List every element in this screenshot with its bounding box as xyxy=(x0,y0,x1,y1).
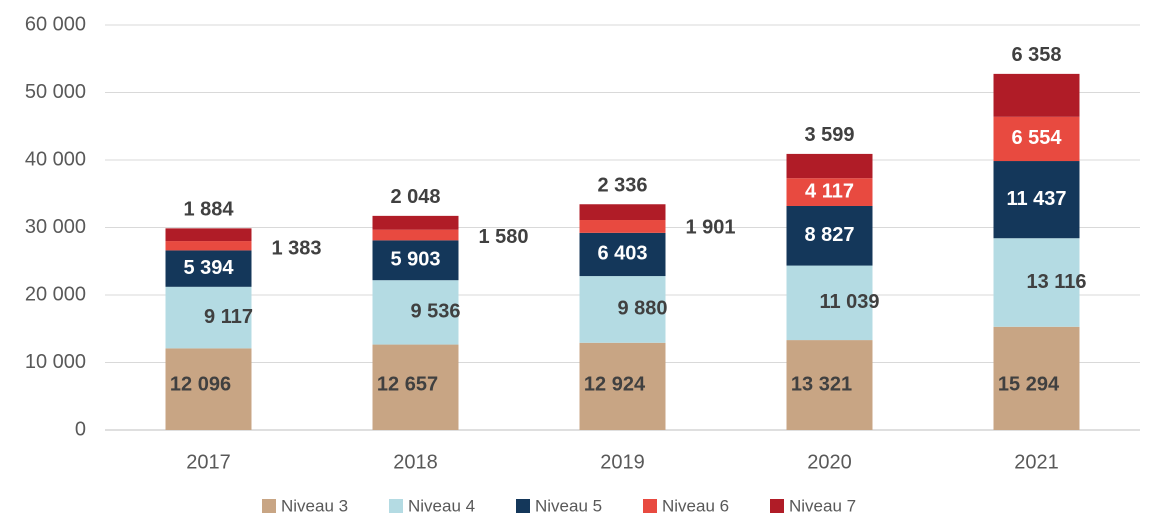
data-label: 9 536 xyxy=(410,301,460,323)
bar-segment xyxy=(372,240,459,281)
data-label: 13 116 xyxy=(1026,271,1086,293)
data-label: 2 336 xyxy=(597,175,647,197)
data-label: 8 827 xyxy=(804,224,854,246)
x-tick-label: 2018 xyxy=(393,451,438,473)
x-tick-label: 2021 xyxy=(1014,451,1059,473)
bar-segment xyxy=(786,265,873,341)
bar-segment xyxy=(372,280,459,345)
legend-label: Niveau 7 xyxy=(789,496,856,515)
bar-segment xyxy=(786,178,873,206)
bar-segment xyxy=(372,344,459,430)
bar-segment xyxy=(165,348,252,430)
bar-segment xyxy=(372,215,459,230)
legend-swatch xyxy=(262,499,276,513)
data-label: 5 903 xyxy=(390,249,440,271)
x-tick-label: 2019 xyxy=(600,451,645,473)
data-label: 1 383 xyxy=(271,237,321,259)
data-label: 11 039 xyxy=(819,291,879,313)
data-label: 1 901 xyxy=(685,216,735,238)
bar-segment xyxy=(165,286,252,349)
y-tick-label: 30 000 xyxy=(25,216,86,238)
bar-segment xyxy=(165,250,252,287)
data-label: 2 048 xyxy=(390,186,440,208)
data-label: 4 117 xyxy=(805,180,854,202)
data-label: 6 554 xyxy=(1011,127,1062,149)
data-label: 1 884 xyxy=(183,199,234,221)
bar-segment xyxy=(579,232,666,277)
x-tick-label: 2017 xyxy=(186,451,231,473)
data-label: 15 294 xyxy=(998,373,1060,395)
y-tick-label: 10 000 xyxy=(25,351,86,373)
legend-label: Niveau 4 xyxy=(408,496,475,515)
bar-segment xyxy=(786,153,873,179)
y-tick-label: 60 000 xyxy=(25,13,86,35)
bar-segment xyxy=(165,228,252,242)
bar-segment xyxy=(993,73,1080,117)
bar-segment xyxy=(993,326,1080,430)
legend-swatch xyxy=(643,499,657,513)
bar-segment xyxy=(579,220,666,233)
bar-segment xyxy=(786,205,873,266)
y-tick-label: 50 000 xyxy=(25,81,86,103)
data-label: 5 394 xyxy=(183,257,234,279)
data-label: 6 403 xyxy=(597,243,647,265)
legend-label: Niveau 3 xyxy=(281,496,348,515)
data-label: 9 117 xyxy=(204,306,253,328)
bar-segment xyxy=(579,204,666,221)
legend-swatch xyxy=(516,499,530,513)
data-label: 12 924 xyxy=(584,373,646,395)
bar-segment xyxy=(372,229,459,241)
legend-swatch xyxy=(389,499,403,513)
bar-segment xyxy=(579,276,666,343)
legend-label: Niveau 6 xyxy=(662,496,729,515)
data-label: 9 880 xyxy=(617,298,667,320)
data-label: 3 599 xyxy=(804,124,854,146)
data-label: 6 358 xyxy=(1011,44,1061,66)
legend-swatch xyxy=(770,499,784,513)
bar-segment xyxy=(579,342,666,430)
y-tick-label: 20 000 xyxy=(25,283,86,305)
data-label: 12 657 xyxy=(377,373,438,395)
bar-segment xyxy=(165,241,252,251)
y-tick-label: 40 000 xyxy=(25,148,86,170)
bar-segment xyxy=(786,340,873,430)
bar-segment xyxy=(993,161,1080,239)
data-label: 13 321 xyxy=(791,373,852,395)
y-tick-label: 0 xyxy=(75,418,86,440)
data-label: 11 437 xyxy=(1006,188,1066,210)
bar-segment xyxy=(993,238,1080,327)
x-tick-label: 2020 xyxy=(807,451,852,473)
data-label: 12 096 xyxy=(170,373,231,395)
legend-label: Niveau 5 xyxy=(535,496,602,515)
data-label: 1 580 xyxy=(478,226,528,248)
bar-segment xyxy=(993,116,1080,162)
